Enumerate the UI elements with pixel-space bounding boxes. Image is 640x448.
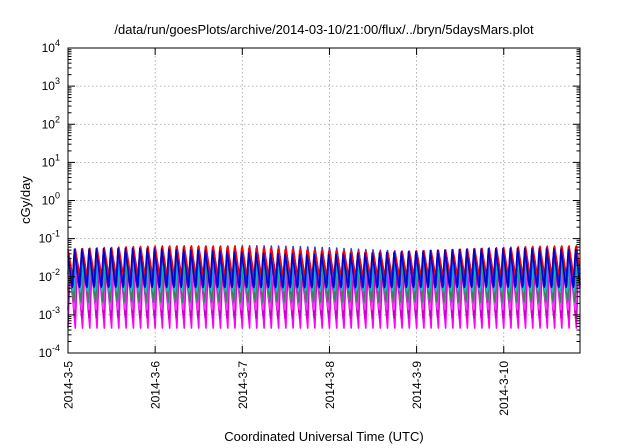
y-tick-base: 10: [42, 155, 56, 169]
y-tick-base: 10: [42, 117, 56, 131]
y-tick-exponent: -1: [52, 229, 60, 239]
x-tick-label: 2014-3-8: [323, 361, 337, 409]
data-series: [67, 245, 581, 329]
y-tick-label: 101: [42, 152, 60, 169]
y-axis-label: cGy/day: [18, 176, 33, 224]
y-tick-label: 10-2: [39, 267, 60, 284]
y-tick-base: 10: [42, 79, 56, 93]
y-tick-exponent: 3: [55, 76, 60, 86]
x-axis-label: Coordinated Universal Time (UTC): [224, 429, 423, 444]
y-tick-base: 10: [39, 270, 53, 284]
chart-title: /data/run/goesPlots/archive/2014-03-10/2…: [114, 22, 534, 37]
y-tick-label: 102: [42, 114, 60, 131]
y-tick-base: 10: [39, 232, 53, 246]
y-tick-base: 10: [42, 41, 56, 55]
y-tick-exponent: 1: [55, 152, 60, 162]
y-tick-exponent: 0: [55, 191, 60, 201]
y-tick-label: 104: [42, 38, 60, 55]
y-tick-label: 10-4: [39, 343, 60, 360]
y-tick-exponent: 2: [55, 114, 60, 124]
x-tick-label: 2014-3-7: [236, 361, 250, 409]
x-axis: 2014-3-5 2014-3-6 2014-3-7 2014-3-8 2014-3-9…: [62, 48, 511, 416]
y-tick-label: 103: [42, 76, 60, 93]
y-tick-exponent: -2: [52, 267, 60, 277]
y-tick-label: 100: [42, 191, 60, 208]
x-tick-label: 2014-3-6: [149, 361, 163, 409]
y-tick-base: 10: [42, 194, 56, 208]
x-tick-label: 2014-3-10: [497, 361, 511, 416]
y-tick-base: 10: [39, 346, 53, 360]
series-line: [67, 247, 581, 289]
y-tick-exponent: -3: [52, 305, 60, 315]
y-tick-base: 10: [39, 308, 53, 322]
x-tick-label: 2014-3-9: [410, 361, 424, 409]
x-tick-label: 2014-3-5: [62, 361, 76, 409]
y-tick-label: 10-3: [39, 305, 60, 322]
y-tick-exponent: -4: [52, 343, 60, 353]
y-tick-exponent: 4: [55, 38, 60, 48]
y-tick-label: 10-1: [39, 229, 60, 246]
